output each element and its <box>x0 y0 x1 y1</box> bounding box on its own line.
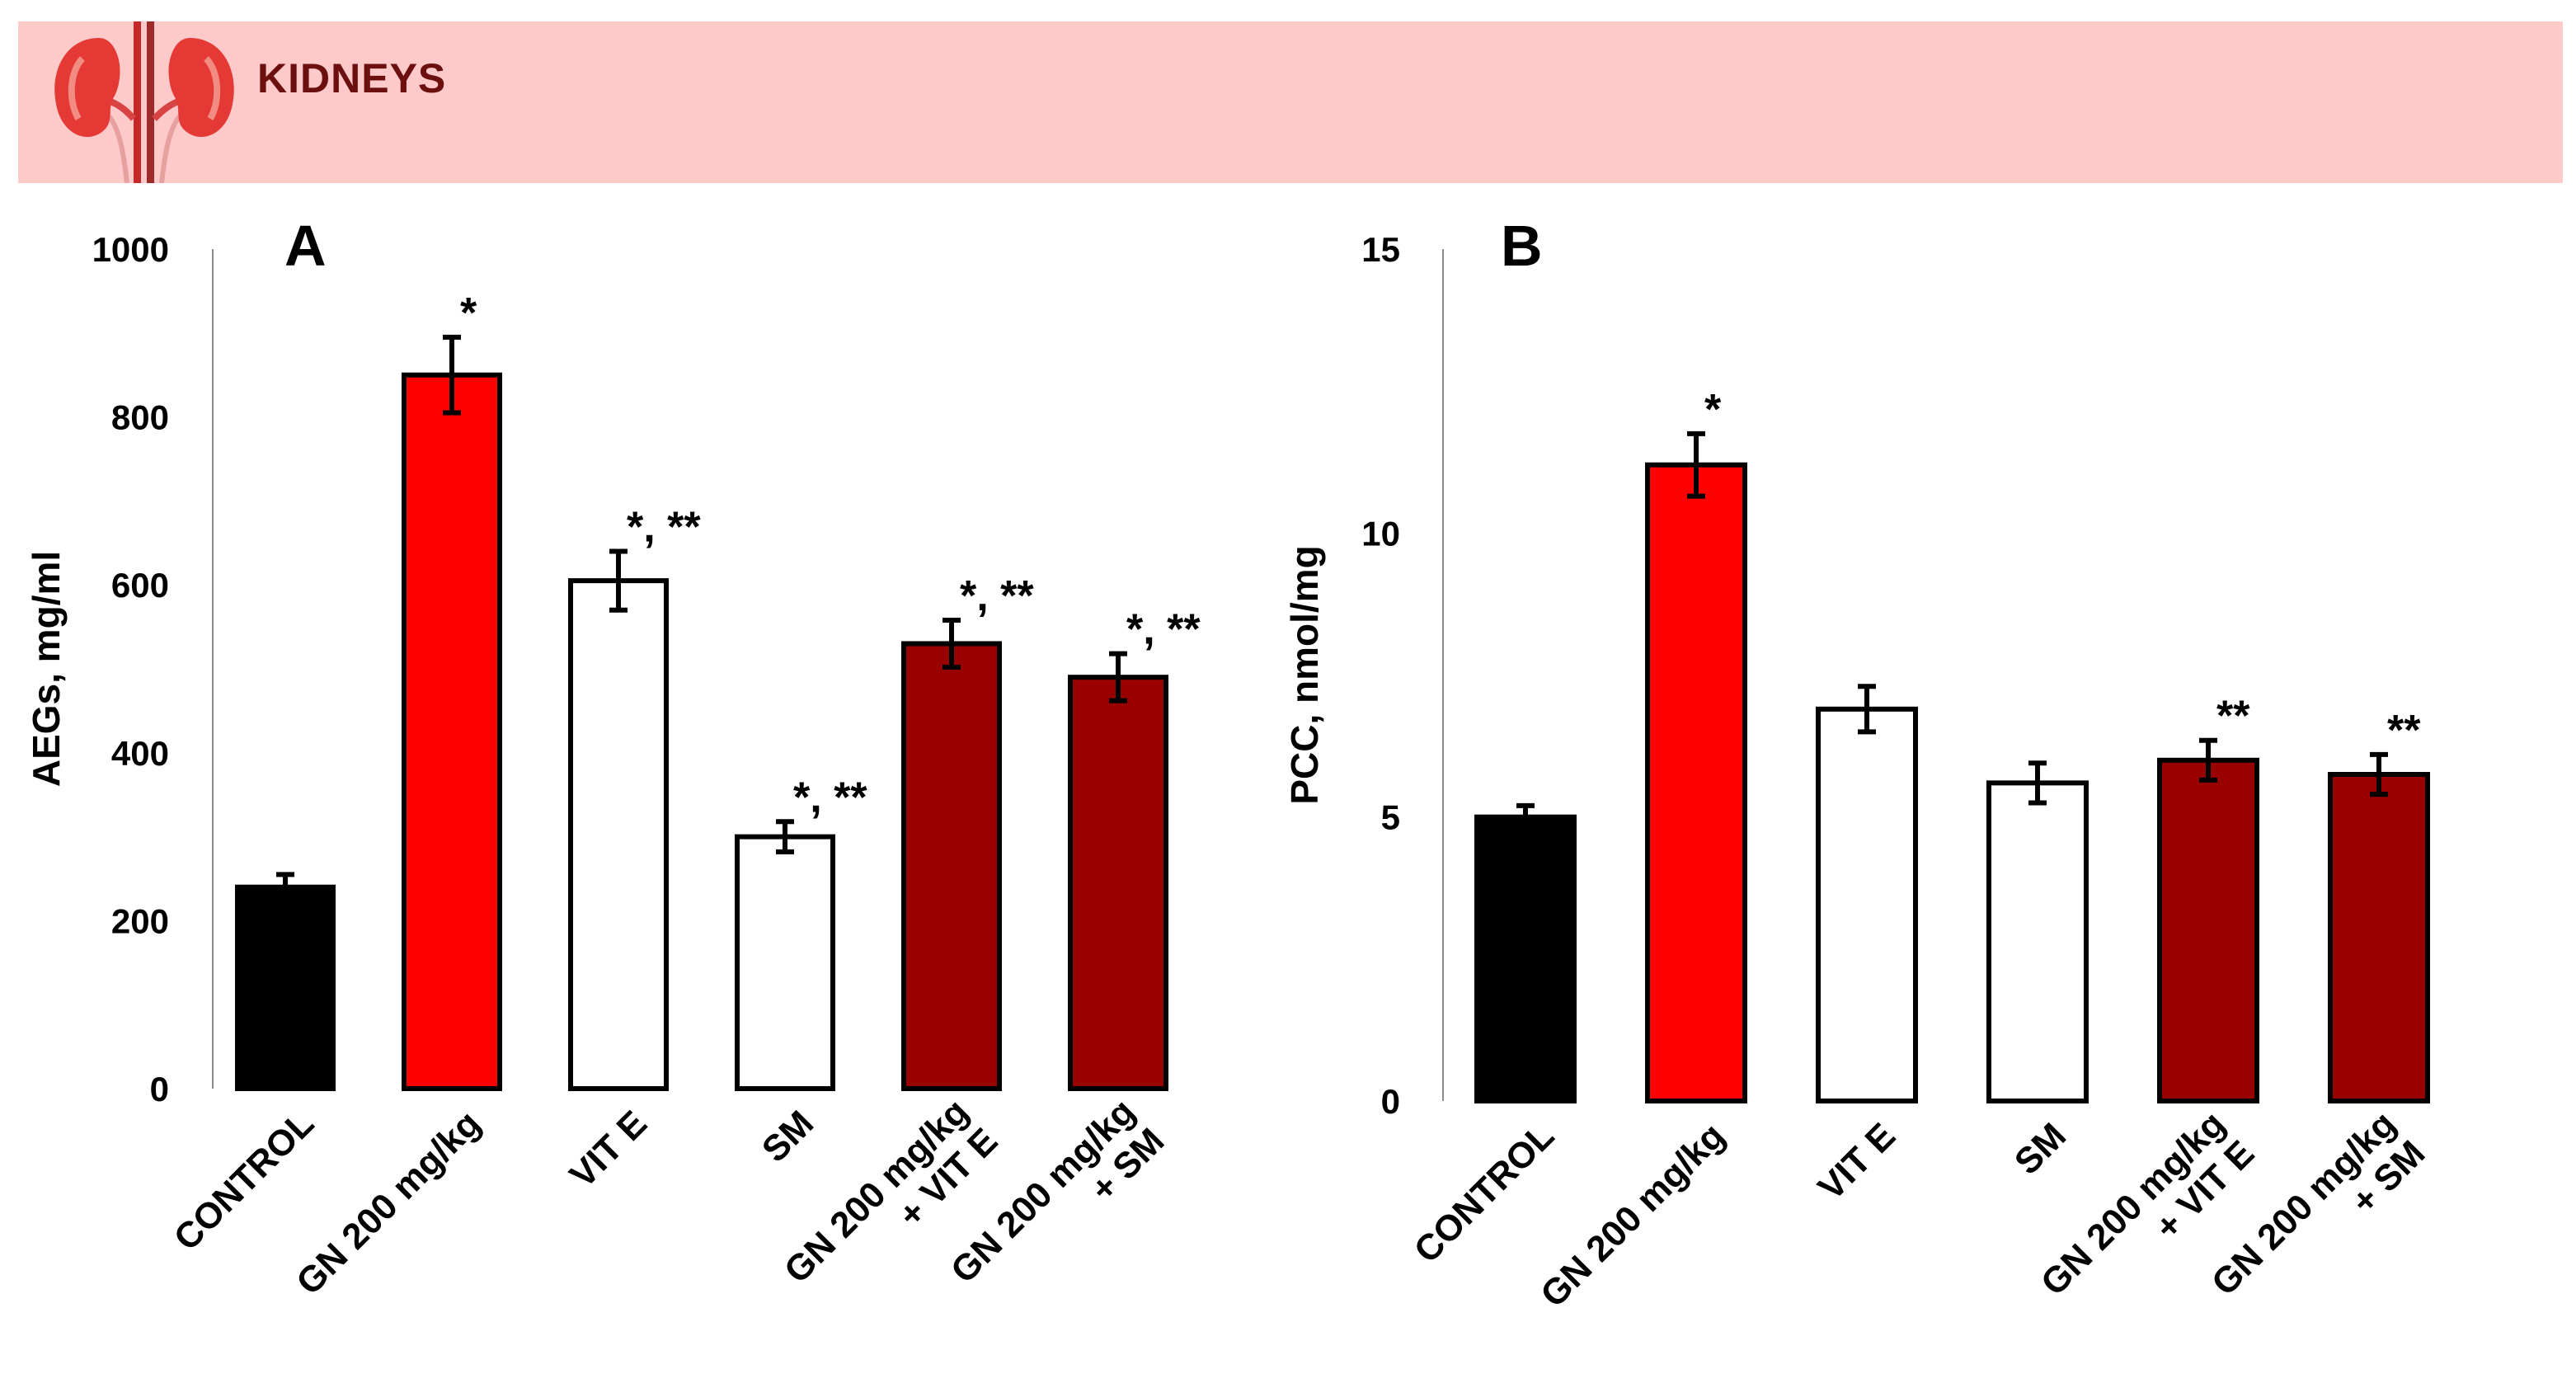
bar <box>235 884 336 1092</box>
y-tick-label: 5 <box>1381 798 1400 837</box>
category-label: VIT E <box>562 1103 655 1195</box>
significance-label: ** <box>2387 707 2421 755</box>
category-label: GN 200 mg/kg <box>1533 1115 1732 1315</box>
bar <box>901 641 1002 1091</box>
bar <box>1986 780 2089 1103</box>
category-label-line: SM <box>2007 1115 2074 1182</box>
bar <box>1474 814 1577 1104</box>
bar <box>1068 675 1168 1091</box>
category-label-line: CONTROL <box>1407 1115 1562 1270</box>
category-label: VIT E <box>1811 1115 1903 1207</box>
y-axis-label: PCC, nmol/mg <box>1283 545 1326 804</box>
category-label-line: CONTROL <box>167 1103 322 1258</box>
y-tick-label: 600 <box>111 566 169 605</box>
y-tick-label: 1000 <box>92 230 169 269</box>
panel-label: A <box>284 214 327 278</box>
y-tick-label: 200 <box>111 901 169 940</box>
significance-label: *, ** <box>627 503 701 551</box>
bar <box>1816 706 1918 1103</box>
header-banner: KIDNEYS <box>18 21 2563 183</box>
bar <box>2328 772 2430 1103</box>
banner-title: KIDNEYS <box>257 55 447 101</box>
significance-label: *, ** <box>960 572 1034 620</box>
bar <box>402 372 502 1091</box>
bar <box>568 578 669 1091</box>
significance-label: * <box>1704 386 1722 434</box>
panel-label: B <box>1501 214 1543 278</box>
bar <box>1645 462 1747 1103</box>
y-axis-label: AEGs, mg/ml <box>25 551 68 787</box>
category-label-line: SM <box>754 1103 821 1169</box>
category-label: CONTROL <box>167 1103 322 1258</box>
significance-label: * <box>460 289 477 337</box>
y-tick-label: 0 <box>150 1070 169 1108</box>
chart-b: 0 5 10 15 PCC, nmol/mg B CONTROL * GN 200 mg/kg V… <box>1283 214 2433 1315</box>
significance-label: *, ** <box>1126 606 1201 654</box>
kidneys-icon <box>54 21 234 183</box>
y-tick-label: 0 <box>1381 1082 1400 1121</box>
bar <box>2157 757 2259 1103</box>
y-tick-label: 15 <box>1361 230 1400 269</box>
significance-label: ** <box>2216 693 2250 741</box>
category-label-line: VIT E <box>562 1103 655 1195</box>
category-label: CONTROL <box>1407 1115 1562 1270</box>
category-label: SM <box>2007 1115 2074 1182</box>
category-label-line: VIT E <box>1811 1115 1903 1207</box>
significance-label: *, ** <box>793 774 867 821</box>
category-label-line: GN 200 mg/kg <box>1533 1115 1732 1315</box>
category-label: SM <box>754 1103 821 1169</box>
y-tick-label: 400 <box>111 734 169 773</box>
bar <box>735 834 835 1091</box>
y-tick-label: 800 <box>111 398 169 437</box>
y-tick-label: 10 <box>1361 514 1400 553</box>
